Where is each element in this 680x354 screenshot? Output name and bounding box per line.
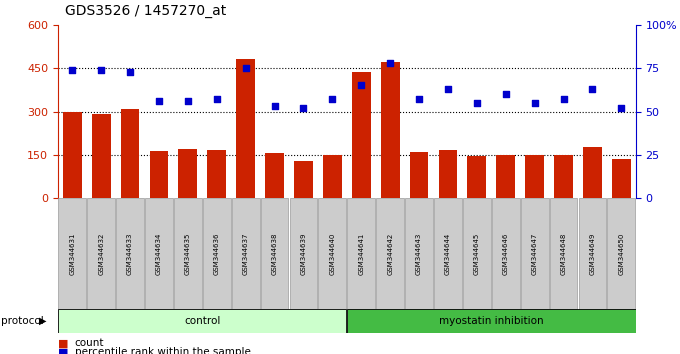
Bar bbox=[525, 155, 544, 198]
Bar bbox=[549, 198, 577, 309]
Text: control: control bbox=[184, 316, 220, 326]
Text: ■: ■ bbox=[58, 338, 68, 348]
Bar bbox=[116, 198, 144, 309]
Bar bbox=[178, 149, 197, 198]
Text: ■: ■ bbox=[58, 347, 68, 354]
Bar bbox=[318, 198, 346, 309]
Text: myostatin inhibition: myostatin inhibition bbox=[439, 316, 543, 326]
Bar bbox=[145, 198, 173, 309]
Text: GSM344646: GSM344646 bbox=[503, 232, 509, 275]
Bar bbox=[290, 198, 318, 309]
Text: GSM344650: GSM344650 bbox=[618, 232, 624, 275]
Text: GSM344638: GSM344638 bbox=[271, 232, 277, 275]
Point bbox=[67, 67, 78, 73]
Text: GSM344632: GSM344632 bbox=[98, 232, 104, 275]
Text: GSM344644: GSM344644 bbox=[445, 232, 451, 274]
Bar bbox=[92, 114, 111, 198]
Bar bbox=[203, 198, 231, 309]
Point bbox=[413, 97, 424, 102]
Bar bbox=[260, 198, 288, 309]
Text: percentile rank within the sample: percentile rank within the sample bbox=[75, 347, 251, 354]
Text: ▶: ▶ bbox=[39, 316, 46, 326]
Text: GSM344642: GSM344642 bbox=[387, 232, 393, 274]
Text: GSM344637: GSM344637 bbox=[243, 232, 249, 275]
Bar bbox=[381, 62, 400, 198]
Point bbox=[616, 105, 627, 111]
Bar bbox=[439, 150, 458, 198]
Bar bbox=[58, 309, 346, 333]
Bar bbox=[347, 198, 375, 309]
Text: GSM344648: GSM344648 bbox=[560, 232, 566, 275]
Point bbox=[500, 91, 511, 97]
Text: GSM344647: GSM344647 bbox=[532, 232, 538, 275]
Text: GSM344641: GSM344641 bbox=[358, 232, 364, 275]
Text: GDS3526 / 1457270_at: GDS3526 / 1457270_at bbox=[65, 4, 226, 18]
Point bbox=[269, 103, 280, 109]
Bar bbox=[265, 153, 284, 198]
Bar bbox=[607, 198, 635, 309]
Point bbox=[356, 82, 367, 88]
Point bbox=[240, 65, 251, 71]
Bar bbox=[612, 159, 631, 198]
Text: GSM344640: GSM344640 bbox=[329, 232, 335, 275]
Bar bbox=[496, 155, 515, 198]
Text: GSM344636: GSM344636 bbox=[214, 232, 220, 275]
Text: count: count bbox=[75, 338, 104, 348]
Bar bbox=[467, 156, 486, 198]
Point bbox=[529, 100, 540, 105]
Bar bbox=[87, 198, 115, 309]
Point bbox=[211, 97, 222, 102]
Bar bbox=[409, 152, 428, 198]
Text: GSM344634: GSM344634 bbox=[156, 232, 162, 275]
Text: GSM344635: GSM344635 bbox=[185, 232, 191, 275]
Bar bbox=[492, 198, 520, 309]
Point bbox=[327, 97, 338, 102]
Bar bbox=[236, 59, 255, 198]
Text: protocol: protocol bbox=[1, 316, 44, 326]
Bar bbox=[434, 198, 462, 309]
Text: GSM344649: GSM344649 bbox=[590, 232, 596, 275]
Point bbox=[471, 100, 482, 105]
Bar bbox=[463, 198, 491, 309]
Bar bbox=[352, 73, 371, 198]
Bar bbox=[232, 198, 260, 309]
Point bbox=[96, 67, 107, 73]
Point bbox=[587, 86, 598, 92]
Bar bbox=[174, 198, 202, 309]
Bar bbox=[376, 198, 404, 309]
Point bbox=[182, 98, 193, 104]
Bar bbox=[294, 161, 313, 198]
Bar bbox=[405, 198, 433, 309]
Text: GSM344639: GSM344639 bbox=[301, 232, 307, 275]
Text: GSM344633: GSM344633 bbox=[127, 232, 133, 275]
Point bbox=[124, 69, 135, 74]
Point bbox=[443, 86, 454, 92]
Bar bbox=[150, 150, 169, 198]
Bar bbox=[58, 198, 86, 309]
Bar bbox=[347, 309, 636, 333]
Bar bbox=[579, 198, 607, 309]
Point bbox=[154, 98, 165, 104]
Bar bbox=[323, 155, 342, 198]
Bar bbox=[120, 109, 139, 198]
Bar bbox=[583, 147, 602, 198]
Bar bbox=[63, 112, 82, 198]
Bar bbox=[207, 150, 226, 198]
Text: GSM344631: GSM344631 bbox=[69, 232, 75, 275]
Text: GSM344645: GSM344645 bbox=[474, 232, 480, 274]
Point bbox=[558, 97, 569, 102]
Bar bbox=[554, 155, 573, 198]
Bar bbox=[521, 198, 549, 309]
Point bbox=[298, 105, 309, 111]
Text: GSM344643: GSM344643 bbox=[416, 232, 422, 275]
Point bbox=[385, 60, 396, 66]
